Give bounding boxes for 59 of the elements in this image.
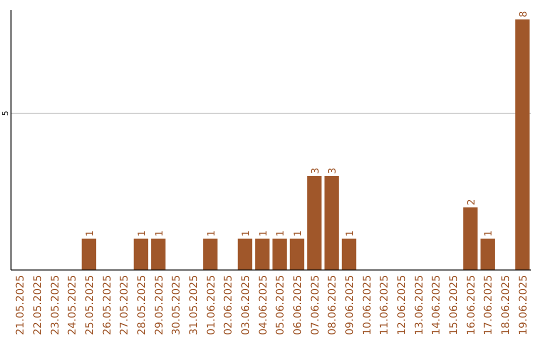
data-label: 8 <box>518 11 530 18</box>
x-tick-label: 05.06.2025 <box>274 275 287 336</box>
x-tick-label: 03.06.2025 <box>240 275 252 336</box>
x-tick-label: 10.06.2025 <box>361 275 374 336</box>
x-tick-label: 14.06.2025 <box>430 275 443 336</box>
x-tick-label: 31.05.2025 <box>188 275 200 336</box>
x-tick-label: 07.06.2025 <box>309 275 322 336</box>
data-label: 1 <box>154 230 166 237</box>
data-label: 1 <box>293 230 304 237</box>
data-label: 1 <box>136 230 148 237</box>
x-tick-label: 18.06.2025 <box>500 275 512 336</box>
bar <box>203 238 218 270</box>
bar <box>151 238 166 270</box>
x-tick-label: 30.05.2025 <box>170 275 183 336</box>
x-tick-label: 04.06.2025 <box>257 275 270 336</box>
x-tick-label: 27.05.2025 <box>118 275 131 336</box>
data-label: 1 <box>84 230 96 237</box>
bar <box>255 238 270 270</box>
bar <box>82 238 96 270</box>
x-tick-label: 17.06.2025 <box>482 275 495 336</box>
data-label: 3 <box>310 168 322 174</box>
data-label: 1 <box>345 230 356 237</box>
bar <box>272 238 287 270</box>
data-label: 1 <box>484 230 495 237</box>
bar <box>290 238 304 270</box>
x-tick-label: 28.05.2025 <box>136 275 148 336</box>
x-tick-label: 22.05.2025 <box>32 275 44 336</box>
data-label: 1 <box>206 230 218 237</box>
bar <box>134 238 148 270</box>
bar <box>515 19 530 270</box>
x-tick-label: 02.06.2025 <box>222 275 235 336</box>
bar <box>324 176 339 270</box>
x-tick-label: 13.06.2025 <box>413 275 426 336</box>
x-tick-label: 25.05.2025 <box>84 275 96 336</box>
x-tick-label: 26.05.2025 <box>101 275 114 336</box>
data-label: 1 <box>258 230 270 237</box>
x-tick-label: 11.06.2025 <box>378 275 391 336</box>
x-tick-label: 24.05.2025 <box>66 275 79 336</box>
bar <box>463 207 478 270</box>
x-tick-label: 23.05.2025 <box>49 275 62 336</box>
data-label: 1 <box>276 230 287 237</box>
x-tick-label: 15.06.2025 <box>448 275 460 336</box>
bar <box>480 238 495 270</box>
x-tick-label: 16.06.2025 <box>465 275 478 336</box>
bar <box>342 238 356 270</box>
data-label: 1 <box>240 230 252 237</box>
x-tick-label: 19.06.2025 <box>517 275 530 336</box>
x-tick-label: 09.06.2025 <box>344 275 356 336</box>
x-tick-label: 08.06.2025 <box>326 275 339 336</box>
x-tick-label: 21.05.2025 <box>14 275 27 336</box>
x-tick-label: 01.06.2025 <box>205 275 218 336</box>
y-tick-label: 5 <box>1 110 10 116</box>
x-tick-label: 29.05.2025 <box>153 275 166 336</box>
data-label: 3 <box>328 168 339 174</box>
x-tick-label: 06.06.2025 <box>292 275 304 336</box>
bar <box>238 238 252 270</box>
x-tick-label: 12.06.2025 <box>396 275 408 336</box>
bar <box>307 176 322 270</box>
data-label: 2 <box>466 198 478 206</box>
